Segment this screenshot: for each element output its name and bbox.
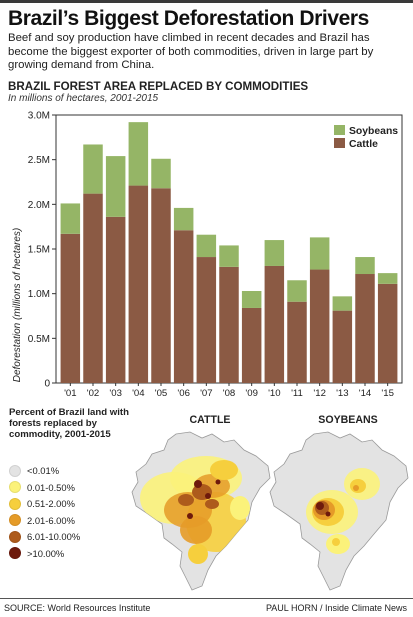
map-legend-item: 0.51-2.00% xyxy=(9,496,129,511)
bar-cattle-13 xyxy=(355,274,375,383)
chart-subtitle: In millions of hectares, 2001-2015 xyxy=(8,93,159,104)
bar-cattle-1 xyxy=(83,193,103,383)
cattle-map-title: CATTLE xyxy=(189,414,231,426)
bar-soybeans-11 xyxy=(309,237,330,270)
bar-cattle-12 xyxy=(332,310,353,383)
map-legend-label: >10.00% xyxy=(27,547,65,559)
map-legend-item: 6.01-10.00% xyxy=(9,529,129,544)
map-legend-title: Percent of Brazil land with forests repl… xyxy=(9,407,129,440)
credit-note: PAUL HORN / Inside Climate News xyxy=(265,603,407,613)
soybeans-map-title: SOYBEANS xyxy=(318,414,378,426)
y-axis-label: Deforestation (millions of hectares) xyxy=(12,228,23,383)
legend-swatch-soybeans xyxy=(334,125,345,135)
map-legend-item: <0.01% xyxy=(9,463,129,478)
x-tick-label: '11 xyxy=(291,388,303,399)
x-tick-label: '09 xyxy=(245,388,258,399)
bar-soybeans-10 xyxy=(287,280,307,302)
y-tick-label: 3.0M xyxy=(28,111,50,122)
x-tick-label: '03 xyxy=(109,388,122,399)
bar-soybeans-14 xyxy=(377,273,398,284)
bar-soybeans-0 xyxy=(60,203,81,234)
map-legend-item: 0.01-0.50% xyxy=(9,480,129,495)
bar-cattle-0 xyxy=(60,233,81,383)
footer-rule xyxy=(0,598,413,599)
intro-text: Beef and soy production have climbed in … xyxy=(8,32,374,72)
x-tick-label: '12 xyxy=(313,388,326,399)
y-tick-label: 1.5M xyxy=(28,245,50,256)
soybeans-map xyxy=(269,431,409,591)
bar-soybeans-13 xyxy=(355,257,375,275)
x-tick-label: '01 xyxy=(64,388,77,399)
bar-soybeans-5 xyxy=(173,207,194,231)
bar-soybeans-1 xyxy=(83,144,103,194)
map-legend-swatch xyxy=(9,481,21,494)
bar-soybeans-7 xyxy=(219,245,239,267)
y-tick-label: 0 xyxy=(44,379,50,390)
bar-cattle-11 xyxy=(309,269,330,383)
y-axis-ticks: 0 0.5M 1.0M 1.5M 2.0M 2.5M 3.0M xyxy=(28,111,56,390)
bar-cattle-4 xyxy=(151,188,171,383)
x-tick-label: '02 xyxy=(87,388,100,399)
bar-cattle-5 xyxy=(173,230,194,383)
bar-soybeans-8 xyxy=(241,290,262,308)
source-note: SOURCE: World Resources Institute xyxy=(4,603,151,613)
bar-cattle-8 xyxy=(241,307,262,383)
map-legend-swatch xyxy=(9,464,21,477)
x-tick-label: '05 xyxy=(155,388,168,399)
legend-swatch-cattle xyxy=(334,138,345,148)
map-legend-swatch xyxy=(9,547,21,560)
x-tick-label: '15 xyxy=(381,388,394,399)
bar-soybeans-9 xyxy=(264,240,285,266)
bar-soybeans-2 xyxy=(105,156,126,217)
x-tick-label: '04 xyxy=(132,388,145,399)
bar-soybeans-3 xyxy=(128,122,149,186)
map-legend-label: 2.01-6.00% xyxy=(27,514,75,526)
bar-soybeans-6 xyxy=(196,234,217,258)
cattle-map xyxy=(131,431,271,591)
chart-legend: Soybeans Cattle xyxy=(334,125,398,150)
bar-cattle-9 xyxy=(264,265,285,383)
top-rule xyxy=(0,0,413,3)
bar-cattle-2 xyxy=(105,216,126,383)
bar-chart: 00.5M1.0M1.5M2.0M2.5M3.0M '01'02'03'04'0… xyxy=(12,111,403,399)
legend-label-soybeans: Soybeans xyxy=(349,126,398,137)
bars xyxy=(60,122,398,383)
legend-label-cattle: Cattle xyxy=(349,139,378,150)
bar-cattle-6 xyxy=(196,257,217,383)
bar-cattle-7 xyxy=(219,266,239,383)
map-legend-label: 6.01-10.00% xyxy=(27,531,81,543)
x-tick-label: '13 xyxy=(336,388,349,399)
map-legend-item: 2.01-6.00% xyxy=(9,513,129,528)
chart-title: BRAZIL FOREST AREA REPLACED BY COMMODITI… xyxy=(8,80,309,93)
map-legend-label: 0.01-0.50% xyxy=(27,481,75,493)
bar-cattle-10 xyxy=(287,301,307,383)
y-tick-label: 2.0M xyxy=(28,200,50,211)
map-legend-label: 0.51-2.00% xyxy=(27,498,75,510)
bar-cattle-3 xyxy=(128,185,149,383)
y-tick-label: 1.0M xyxy=(28,289,50,300)
y-tick-label: 0.5M xyxy=(28,334,50,345)
x-tick-label: '06 xyxy=(177,388,190,399)
bar-soybeans-12 xyxy=(332,296,353,311)
x-tick-label: '08 xyxy=(223,388,236,399)
map-legend: <0.01% 0.01-0.50% 0.51-2.00% 2.01-6.00% 6.01… xyxy=(9,463,129,563)
x-tick-label: '07 xyxy=(200,388,213,399)
bar-cattle-14 xyxy=(377,283,398,383)
map-legend-swatch xyxy=(9,514,21,527)
y-tick-label: 2.5M xyxy=(28,155,50,166)
map-legend-label: <0.01% xyxy=(27,465,60,476)
x-tick-label: '14 xyxy=(359,388,372,399)
headline: Brazil’s Biggest Deforestation Drivers xyxy=(8,7,369,30)
x-tick-label: '10 xyxy=(268,388,281,399)
map-legend-swatch xyxy=(9,530,21,543)
map-legend-item: >10.00% xyxy=(9,546,129,561)
x-axis-ticks: '01 '02 '03 '04 '05 '06 '07 '08 '09 '10 '11 '12 '13 '… xyxy=(64,383,394,399)
bar-soybeans-4 xyxy=(151,158,171,189)
map-legend-swatch xyxy=(9,497,21,510)
